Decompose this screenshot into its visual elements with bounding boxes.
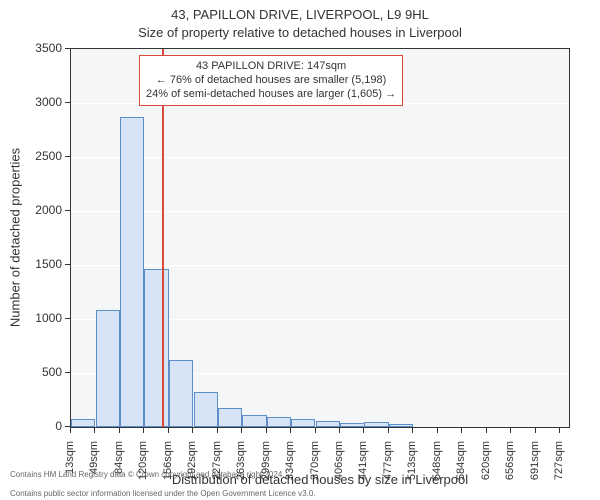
x-tick-label: 334sqm	[284, 441, 296, 491]
x-tick-label: 227sqm	[211, 441, 223, 491]
annotation-line-3: 24% of semi-detached houses are larger (…	[146, 88, 396, 102]
x-tick-mark	[486, 428, 487, 433]
x-tick-mark	[461, 428, 462, 433]
y-tick-mark	[65, 156, 70, 157]
x-tick-label: 406sqm	[333, 441, 345, 491]
x-tick-mark	[315, 428, 316, 433]
x-tick-label: 620sqm	[480, 441, 492, 491]
histogram-bar	[96, 310, 120, 427]
x-tick-label: 120sqm	[137, 441, 149, 491]
x-tick-mark	[70, 428, 71, 433]
annotation-line-1: 43 PAPILLON DRIVE: 147sqm	[146, 60, 396, 74]
histogram-bar	[144, 269, 168, 427]
x-tick-label: 49sqm	[88, 441, 100, 491]
x-tick-label: 370sqm	[309, 441, 321, 491]
y-tick-mark	[65, 210, 70, 211]
y-tick-mark	[65, 264, 70, 265]
x-tick-mark	[339, 428, 340, 433]
histogram-bar	[194, 392, 218, 427]
y-tick-label: 2500	[2, 149, 62, 163]
x-tick-mark	[388, 428, 389, 433]
y-tick-label: 1500	[2, 257, 62, 271]
page-title: 43, PAPILLON DRIVE, LIVERPOOL, L9 9HL	[0, 0, 600, 24]
x-tick-mark	[535, 428, 536, 433]
x-tick-label: 727sqm	[553, 441, 565, 491]
histogram-bar	[340, 423, 364, 427]
x-tick-label: 263sqm	[235, 441, 247, 491]
y-tick-mark	[65, 426, 70, 427]
histogram-bar	[316, 421, 340, 427]
grid-line	[71, 157, 569, 158]
x-tick-label: 656sqm	[504, 441, 516, 491]
x-tick-mark	[241, 428, 242, 433]
x-tick-mark	[266, 428, 267, 433]
y-tick-mark	[65, 48, 70, 49]
grid-line	[71, 265, 569, 266]
histogram-bar	[71, 419, 95, 427]
histogram-bar	[242, 415, 266, 427]
x-tick-mark	[168, 428, 169, 433]
y-tick-label: 0	[2, 419, 62, 433]
histogram-bar	[267, 417, 291, 427]
y-tick-mark	[65, 318, 70, 319]
histogram-bar	[389, 424, 413, 427]
x-tick-label: 584sqm	[455, 441, 467, 491]
x-tick-mark	[559, 428, 560, 433]
x-tick-mark	[510, 428, 511, 433]
x-tick-label: 84sqm	[113, 441, 125, 491]
x-tick-label: 691sqm	[529, 441, 541, 491]
x-tick-label: 156sqm	[162, 441, 174, 491]
y-tick-label: 500	[2, 365, 62, 379]
page-subtitle: Size of property relative to detached ho…	[0, 24, 600, 42]
histogram-bar	[364, 422, 388, 427]
x-tick-label: 441sqm	[357, 441, 369, 491]
x-tick-mark	[143, 428, 144, 433]
histogram-bar	[169, 360, 193, 427]
x-tick-mark	[437, 428, 438, 433]
x-tick-mark	[192, 428, 193, 433]
x-tick-label: 299sqm	[260, 441, 272, 491]
y-tick-label: 3000	[2, 95, 62, 109]
y-tick-label: 2000	[2, 203, 62, 217]
y-tick-label: 3500	[2, 41, 62, 55]
x-tick-mark	[290, 428, 291, 433]
x-tick-mark	[217, 428, 218, 433]
x-tick-label: 513sqm	[406, 441, 418, 491]
x-tick-mark	[412, 428, 413, 433]
x-tick-mark	[119, 428, 120, 433]
x-tick-mark	[363, 428, 364, 433]
x-tick-label: 477sqm	[382, 441, 394, 491]
x-tick-mark	[94, 428, 95, 433]
histogram-bar	[218, 408, 242, 427]
chart-plot-area: 43 PAPILLON DRIVE: 147sqm ← 76% of detac…	[70, 48, 570, 428]
histogram-bar	[120, 117, 144, 427]
grid-line	[71, 211, 569, 212]
annotation-line-2: ← 76% of detached houses are smaller (5,…	[146, 74, 396, 88]
y-tick-label: 1000	[2, 311, 62, 325]
y-tick-mark	[65, 372, 70, 373]
annotation-box: 43 PAPILLON DRIVE: 147sqm ← 76% of detac…	[139, 55, 403, 106]
y-tick-mark	[65, 102, 70, 103]
x-tick-label: 192sqm	[186, 441, 198, 491]
x-tick-label: 13sqm	[64, 441, 76, 491]
histogram-bar	[291, 419, 315, 427]
x-tick-label: 548sqm	[431, 441, 443, 491]
